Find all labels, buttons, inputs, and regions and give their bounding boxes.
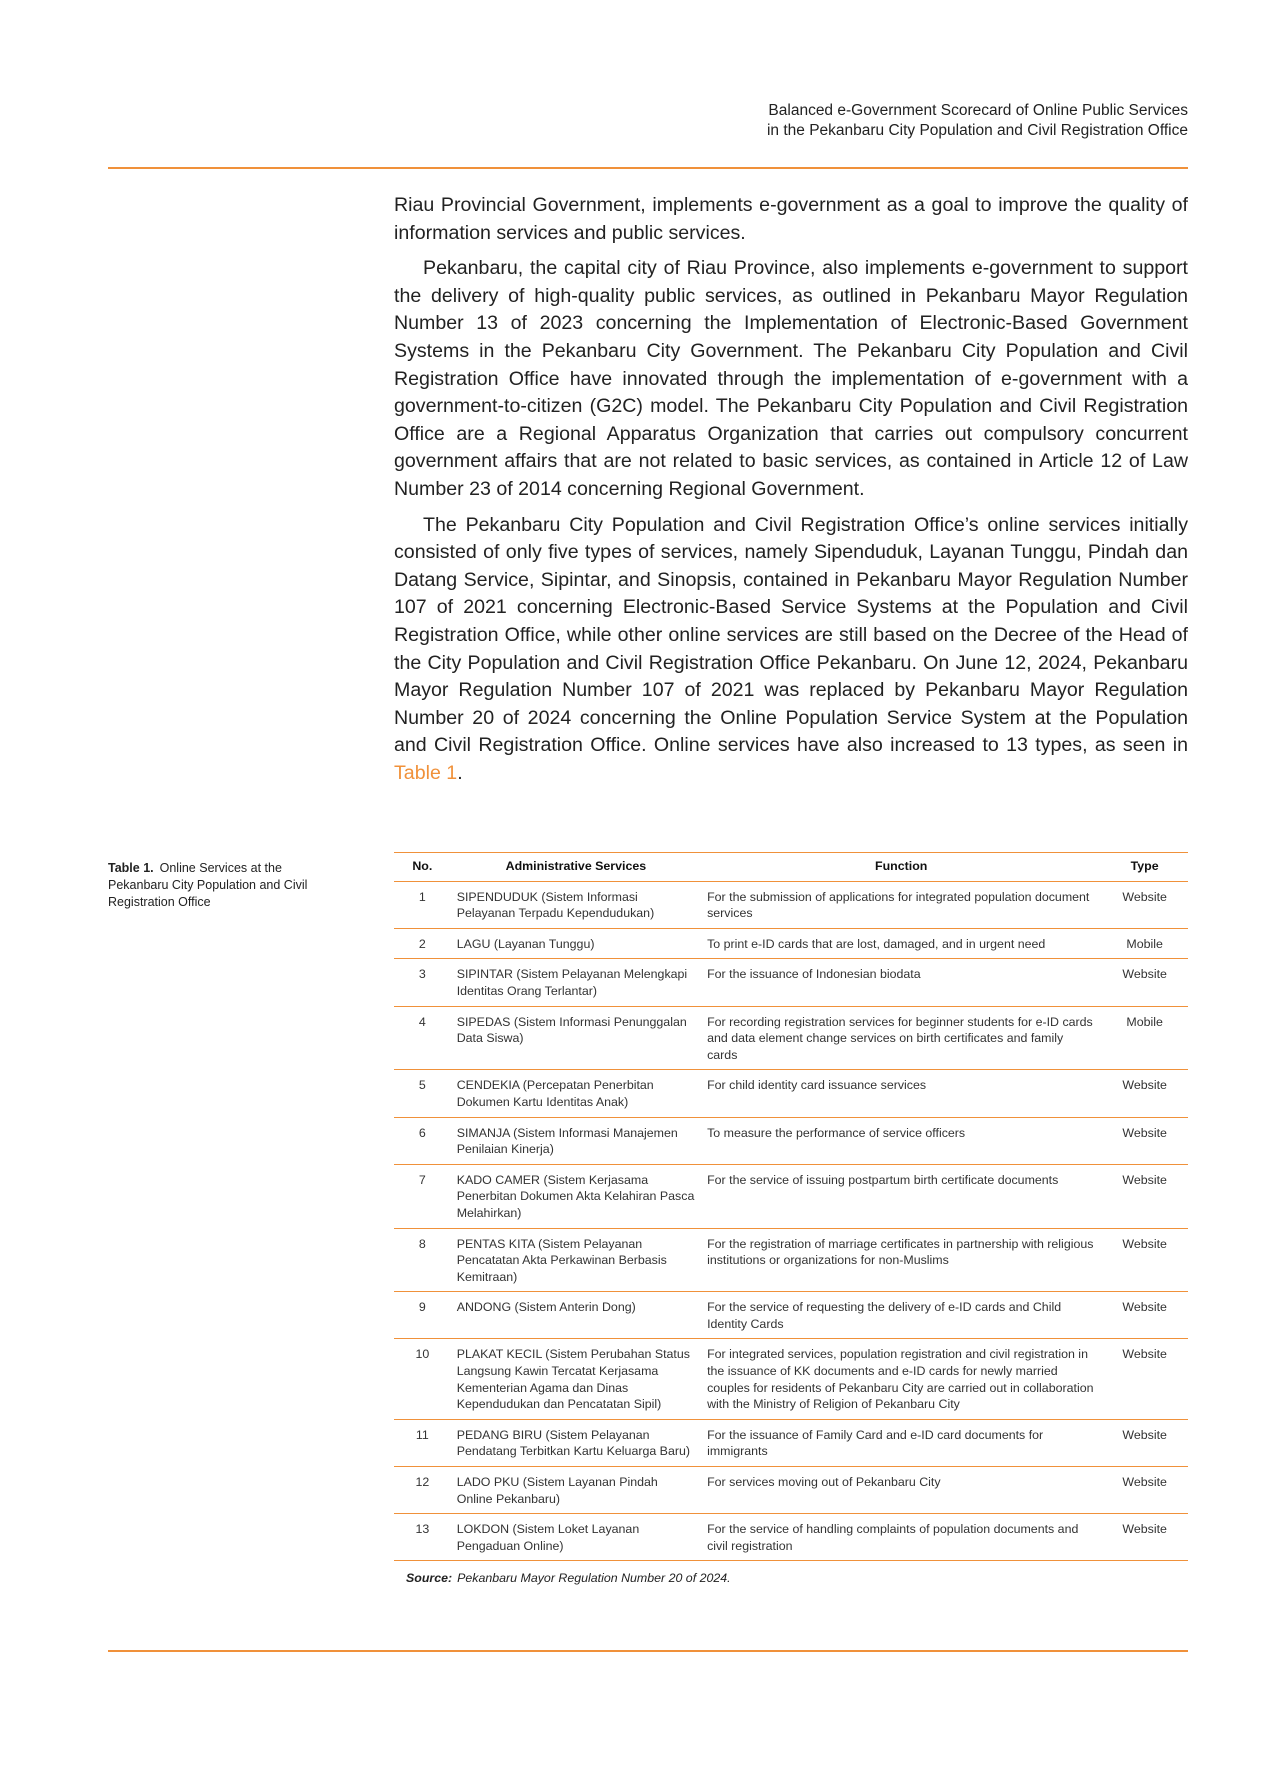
- header-line: Balanced e-Government Scorecard of Onlin…: [768, 102, 1188, 119]
- row-number: 8: [394, 1228, 451, 1293]
- footer-rule: [108, 1650, 1188, 1652]
- service-function: For the issuance of Family Card and e-ID…: [701, 1419, 1102, 1468]
- paragraph: The Pekanbaru City Population and Civil …: [394, 512, 1188, 788]
- column-header: Type: [1101, 852, 1188, 882]
- header-line: in the Pekanbaru City Population and Civ…: [766, 122, 1188, 139]
- row-number: 6: [394, 1117, 451, 1165]
- table-row: 5 CENDEKIA (Percepatan Penerbitan Dokumen…: [394, 1069, 1188, 1118]
- row-number: 4: [394, 1006, 451, 1071]
- source-text: Pekanbaru Mayor Regulation Number 20 of …: [457, 1571, 731, 1586]
- service-type: Website: [1101, 1117, 1188, 1165]
- service-function: For services moving out of Pekanbaru Cit…: [701, 1466, 1102, 1515]
- service-name: KADO CAMER (Sistem Kerjasama Penerbitan …: [450, 1164, 702, 1229]
- table-body: 1 SIPENDUDUK (Sistem Informasi Pelayanan …: [394, 881, 1188, 1562]
- service-name: LAGU (Layanan Tunggu): [450, 928, 702, 960]
- service-name: SIPINTAR (Sistem Pelayanan Melengkapi Id…: [450, 958, 702, 1007]
- service-function: For recording registration services for …: [701, 1006, 1102, 1071]
- header-row: No. Administrative Services Function Type: [394, 852, 1188, 882]
- service-type: Mobile: [1101, 1006, 1188, 1071]
- service-type: Website: [1101, 1164, 1188, 1229]
- table-block: No. Administrative Services Function Type 1 S…: [394, 852, 1188, 1585]
- paragraph: Pekanbaru, the capital city of Riau Prov…: [394, 257, 1188, 500]
- service-name: SIMANJA (Sistem Informasi Manajemen Peni…: [450, 1117, 702, 1165]
- service-name: CENDEKIA (Percepatan Penerbitan Dokumen …: [450, 1069, 702, 1118]
- table-head: No. Administrative Services Function Type: [394, 852, 1188, 882]
- service-type: Website: [1101, 1291, 1188, 1340]
- caption-label: Table 1.: [108, 861, 154, 875]
- column-header: Administrative Services: [450, 852, 702, 882]
- service-function: For child identity card issuance service…: [701, 1069, 1102, 1118]
- row-number: 7: [394, 1164, 451, 1229]
- service-type: Website: [1101, 1419, 1188, 1468]
- service-function: For the issuance of Indonesian biodata: [701, 958, 1102, 1007]
- service-type: Website: [1101, 958, 1188, 1007]
- service-name: LADO PKU (Sistem Layanan Pindah Online P…: [450, 1466, 702, 1515]
- paragraph-text: .: [457, 761, 463, 784]
- service-name: ANDONG (Sistem Anterin Dong): [450, 1291, 702, 1340]
- row-number: 1: [394, 881, 451, 929]
- table-row: 10 PLAKAT KECIL (Sistem Perubahan Status …: [394, 1338, 1188, 1420]
- header-rule: [108, 167, 1188, 169]
- row-number: 13: [394, 1513, 451, 1562]
- service-name: PLAKAT KECIL (Sistem Perubahan Status La…: [450, 1338, 702, 1420]
- row-number: 3: [394, 958, 451, 1007]
- paragraph: Riau Provincial Government, implements e…: [394, 194, 1188, 244]
- table-row: 7 KADO CAMER (Sistem Kerjasama Penerbitan…: [394, 1164, 1188, 1229]
- row-number: 10: [394, 1338, 451, 1420]
- service-name: SIPENDUDUK (Sistem Informasi Pelayanan T…: [450, 881, 702, 929]
- service-type: Website: [1101, 1069, 1188, 1118]
- service-function: For integrated services, population regi…: [701, 1338, 1102, 1420]
- service-type: Mobile: [1101, 928, 1188, 960]
- caption-text: Online Services at the Pekanbaru City Po…: [108, 861, 308, 909]
- service-type: Website: [1101, 1338, 1188, 1420]
- table-row: 3 SIPINTAR (Sistem Pelayanan Melengkapi I…: [394, 958, 1188, 1007]
- table-row: 2 LAGU (Layanan Tunggu) To print e-ID card…: [394, 928, 1188, 960]
- table-row: 6 SIMANJA (Sistem Informasi Manajemen Pen…: [394, 1117, 1188, 1165]
- row-number: 9: [394, 1291, 451, 1340]
- service-type: Website: [1101, 1466, 1188, 1515]
- service-type: Website: [1101, 881, 1188, 929]
- service-function: For the submission of applications for i…: [701, 881, 1102, 929]
- services-table: No. Administrative Services Function Type 1 S…: [394, 852, 1188, 1562]
- source-label: Source:: [406, 1571, 453, 1586]
- service-function: To print e-ID cards that are lost, damag…: [701, 928, 1102, 960]
- row-number: 5: [394, 1069, 451, 1118]
- running-header: Balanced e-Government Scorecard of Onlin…: [767, 101, 1188, 141]
- service-type: Website: [1101, 1228, 1188, 1293]
- service-name: SIPEDAS (Sistem Informasi Penunggalan Da…: [450, 1006, 702, 1071]
- table-row: 1 SIPENDUDUK (Sistem Informasi Pelayanan …: [394, 881, 1188, 929]
- service-type: Website: [1101, 1513, 1188, 1562]
- service-name: PENTAS KITA (Sistem Pelayanan Pencatatan…: [450, 1228, 702, 1293]
- service-function: For the service of requesting the delive…: [701, 1291, 1102, 1340]
- service-function: For the registration of marriage certifi…: [701, 1228, 1102, 1293]
- column-header: Function: [701, 852, 1102, 882]
- table-link[interactable]: Table 1: [394, 761, 458, 784]
- row-number: 11: [394, 1419, 451, 1468]
- table-row: 12 LADO PKU (Sistem Layanan Pindah Online…: [394, 1466, 1188, 1515]
- row-number: 12: [394, 1466, 451, 1515]
- table-row: 8 PENTAS KITA (Sistem Pelayanan Pencatata…: [394, 1228, 1188, 1293]
- table-caption: Table 1. Online Services at the Pekanbaru…: [108, 860, 328, 911]
- table-row: 9 ANDONG (Sistem Anterin Dong) For the ser…: [394, 1291, 1188, 1340]
- body-text: Riau Provincial Government, implements e…: [394, 192, 1188, 795]
- table-source: Source: Pekanbaru Mayor Regulation Number…: [394, 1571, 1188, 1585]
- service-name: PEDANG BIRU (Sistem Pelayanan Pendatang …: [450, 1419, 702, 1468]
- table-row: 13 LOKDON (Sistem Loket Layanan Pengaduan…: [394, 1513, 1188, 1562]
- service-function: For the service of handling complaints o…: [701, 1513, 1102, 1562]
- service-function: For the service of issuing postpartum bi…: [701, 1164, 1102, 1229]
- service-function: To measure the performance of service of…: [701, 1117, 1102, 1165]
- service-name: LOKDON (Sistem Loket Layanan Pengaduan O…: [450, 1513, 702, 1562]
- column-header: No.: [394, 852, 451, 882]
- row-number: 2: [394, 928, 451, 960]
- paragraph-text: The Pekanbaru City Population and Civil …: [394, 513, 1188, 757]
- table-row: 4 SIPEDAS (Sistem Informasi Penunggalan D…: [394, 1006, 1188, 1071]
- table-row: 11 PEDANG BIRU (Sistem Pelayanan Pendatan…: [394, 1419, 1188, 1468]
